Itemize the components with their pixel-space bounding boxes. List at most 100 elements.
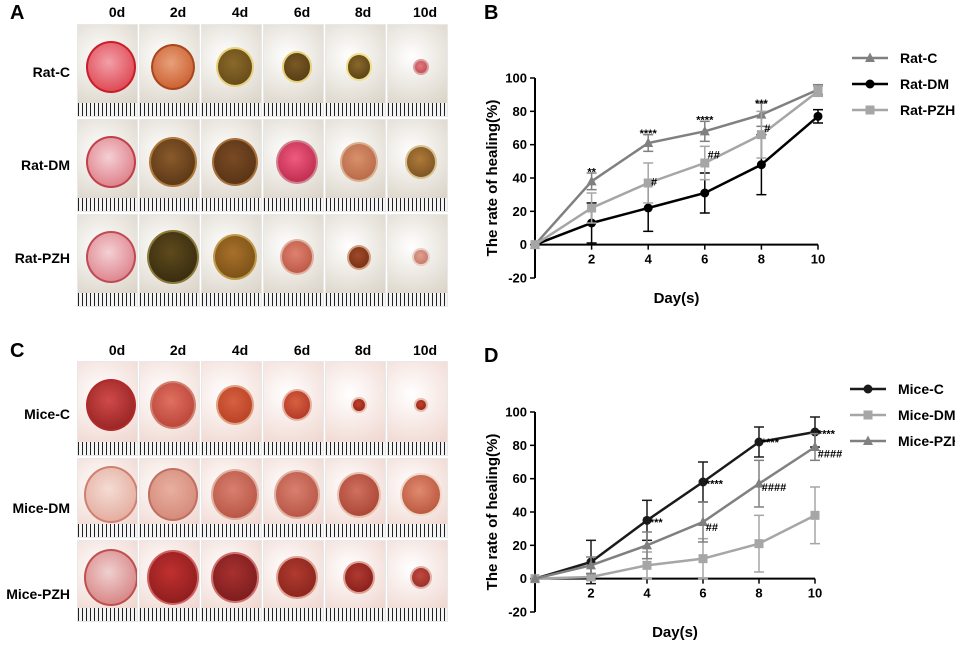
significance-label: **** <box>640 128 658 140</box>
data-point <box>586 572 596 582</box>
ruler <box>140 608 199 621</box>
x-axis-label: Day(s) <box>652 624 698 641</box>
wound-area <box>275 140 318 184</box>
wound-area <box>146 550 199 605</box>
data-point <box>643 203 653 213</box>
day-label: 2d <box>169 342 187 358</box>
significance-label: # <box>651 176 657 188</box>
day-label: 4d <box>231 4 249 20</box>
y-tick-label: 0 <box>520 571 527 586</box>
y-tick-label: 60 <box>513 471 527 486</box>
ruler <box>326 608 385 621</box>
row-label: Rat-C <box>32 64 70 80</box>
data-point <box>530 240 540 250</box>
data-point <box>586 175 597 186</box>
y-tick-label: -20 <box>508 271 527 286</box>
legend-marker <box>865 79 875 89</box>
ruler <box>78 293 137 306</box>
data-point <box>754 539 764 549</box>
wound-photo <box>325 540 386 622</box>
x-tick-label: 4 <box>643 586 651 601</box>
y-tick-label: 80 <box>513 104 527 119</box>
x-tick-label: 10 <box>808 586 822 601</box>
wound-photo <box>387 361 448 456</box>
ruler <box>140 293 199 306</box>
wound-photo <box>387 119 448 212</box>
x-tick-label: 8 <box>755 586 762 601</box>
ruler <box>78 103 137 116</box>
wound-area <box>85 378 136 432</box>
wound-area <box>275 555 318 600</box>
wound-area <box>346 244 371 270</box>
data-point <box>643 137 654 147</box>
significance-label: ## <box>708 150 720 162</box>
y-tick-label: 0 <box>520 237 527 252</box>
y-tick-label: 60 <box>513 137 527 152</box>
wound-photo <box>263 214 324 307</box>
significance-label: **** <box>762 437 780 449</box>
wound-photo <box>263 24 324 117</box>
series-line <box>534 430 816 580</box>
wound-photo <box>201 119 262 212</box>
x-tick-label: 2 <box>588 252 595 267</box>
ruler <box>264 608 323 621</box>
wound-area <box>336 471 381 518</box>
x-tick-label: 8 <box>758 252 765 267</box>
wound-area <box>273 470 320 519</box>
ruler <box>202 103 261 116</box>
wound-area <box>279 239 314 275</box>
ruler <box>388 442 447 455</box>
legend-marker <box>863 384 873 394</box>
wound-photo <box>263 540 324 622</box>
day-label: 8d <box>354 342 372 358</box>
wound-photo <box>325 458 386 538</box>
significance-label: **** <box>818 429 836 441</box>
wound-photo <box>201 361 262 456</box>
day-label: 4d <box>231 342 249 358</box>
legend-label: Mice-C <box>898 381 944 397</box>
data-point <box>698 516 708 526</box>
wound-photo <box>263 458 324 538</box>
x-tick-label: 2 <box>587 586 594 601</box>
wound-area <box>342 560 375 595</box>
y-axis-label: The rate of healing(%) <box>484 100 501 257</box>
ruler <box>264 103 323 116</box>
ruler <box>264 198 323 211</box>
day-label: 6d <box>293 4 311 20</box>
wound-area <box>211 137 258 187</box>
panel-letter-a: A <box>10 2 25 24</box>
panel-letter-b: B <box>484 2 499 24</box>
wound-photo <box>387 214 448 307</box>
y-tick-label: 40 <box>513 505 527 520</box>
wound-photo <box>139 119 200 212</box>
data-point <box>587 203 597 213</box>
ruler <box>326 442 385 455</box>
data-point <box>586 559 596 570</box>
wound-photo <box>77 24 138 117</box>
wound-area <box>339 142 378 182</box>
significance-label: # <box>764 123 770 135</box>
wound-photo <box>139 458 200 538</box>
ruler <box>202 608 261 621</box>
data-point <box>699 125 710 136</box>
day-label: 8d <box>354 4 372 20</box>
series-line <box>534 115 819 246</box>
wound-photo <box>325 24 386 117</box>
chart-b: -20 0 20 40 60 80 100 2 4 6 8 10 Day(s) The rate of h… <box>484 50 955 307</box>
wound-area <box>404 145 437 179</box>
ruler <box>140 524 199 537</box>
series-line <box>534 88 819 246</box>
y-axis-label: The rate of healing(%) <box>484 434 501 591</box>
wound-photo <box>325 361 386 456</box>
ruler <box>326 293 385 306</box>
ruler <box>388 524 447 537</box>
day-label: 2d <box>169 4 187 20</box>
ruler <box>326 524 385 537</box>
legend-marker <box>865 52 875 62</box>
series-line <box>534 445 816 580</box>
ruler <box>264 293 323 306</box>
wound-photo <box>201 458 262 538</box>
wound-photo <box>201 24 262 117</box>
ruler <box>388 608 447 621</box>
row-label: Rat-PZH <box>14 250 70 266</box>
